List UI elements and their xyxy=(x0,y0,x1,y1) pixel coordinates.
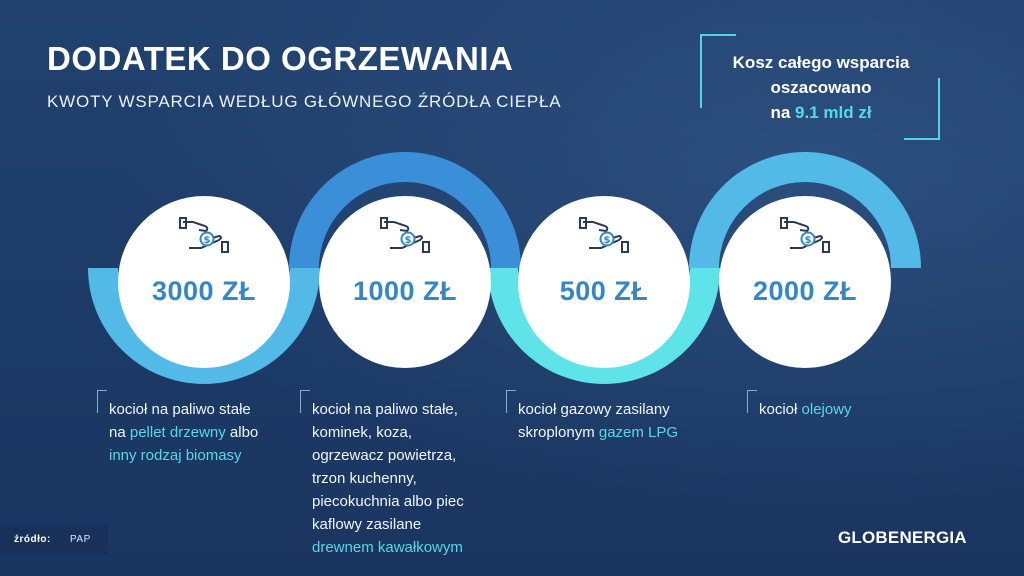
cost-line-3: na 9.1 mld zł xyxy=(706,100,936,125)
desc-text: albo xyxy=(225,424,259,441)
description-3: kocioł gazowy zasilany skroplonym gazem … xyxy=(506,390,678,444)
svg-text:$: $ xyxy=(204,235,211,246)
cost-value: 9.1 mld zł xyxy=(795,103,872,122)
desc-highlight: pellet drzewny xyxy=(129,424,226,441)
amount-value: 1000 ZŁ xyxy=(352,276,458,306)
desc-highlight: gazem LPG xyxy=(598,424,679,441)
svg-text:$: $ xyxy=(604,235,611,246)
desc-line: kocioł na paliwo stałe, xyxy=(312,401,458,418)
desc-line: inny rodzaj biomasy xyxy=(109,447,242,464)
desc-line: piecokuchnia albo piec xyxy=(312,493,464,510)
desc-line: kocioł gazowy zasilany xyxy=(518,401,670,418)
amount-circle-3: $ 500 ZŁ xyxy=(518,196,690,368)
hand-coin-icon: $ xyxy=(179,217,229,253)
amount-circle-2: $ 1000 ZŁ xyxy=(319,196,491,368)
desc-line: drewnem kawałkowym xyxy=(312,539,463,556)
amount-value: 500 ZŁ xyxy=(559,276,649,306)
description-2: kocioł na paliwo stałe, kominek, koza, o… xyxy=(300,390,464,559)
desc-highlight: olejowy xyxy=(801,401,852,418)
wave-segment-3 xyxy=(488,268,720,384)
total-cost-text: Kosz całego wsparcia oszacowano na 9.1 m… xyxy=(706,50,936,125)
source-label: źródło: xyxy=(14,534,51,545)
amount-value: 2000 ZŁ xyxy=(752,276,858,306)
desc-text: skroplonym xyxy=(518,424,599,441)
amount-circle-4: $ 2000 ZŁ xyxy=(719,196,891,368)
total-cost-box: Kosz całego wsparcia oszacowano na 9.1 m… xyxy=(700,34,940,140)
wave-segment-1 xyxy=(85,268,320,384)
desc-line: ogrzewacz powietrza, xyxy=(312,447,457,464)
page-title: DODATEK DO OGRZEWANIA xyxy=(47,40,514,77)
svg-text:$: $ xyxy=(405,235,412,246)
cost-line-3-prefix: na xyxy=(770,103,796,122)
description-bracket xyxy=(97,390,107,413)
desc-line: kominek, koza, xyxy=(312,424,413,441)
desc-text: na xyxy=(109,424,130,441)
frame-corner-top-left xyxy=(700,34,736,108)
wave-segment-2 xyxy=(289,152,521,268)
desc-text: kocioł xyxy=(759,401,802,418)
frame-corner-bottom-right xyxy=(904,78,940,140)
page-subtitle: KWOTY WSPARCIA WEDŁUG GŁÓWNEGO ŹRÓDŁA CI… xyxy=(47,92,562,111)
hand-coin-icon: $ xyxy=(780,217,830,253)
desc-line: na pellet drzewny albo xyxy=(109,421,258,444)
source-badge: źródło: PAP xyxy=(0,525,108,555)
hand-coin-icon: $ xyxy=(380,217,430,253)
cost-line-1: Kosz całego wsparcia xyxy=(732,53,910,72)
desc-line: kaflowy zasilane xyxy=(312,516,422,533)
description-1: kocioł na paliwo stałe na pellet drzewny… xyxy=(97,390,258,467)
wave-segment-4 xyxy=(689,152,921,268)
cost-line-2: oszacowano xyxy=(770,78,872,97)
desc-line: kocioł na paliwo stałe xyxy=(109,401,251,418)
globenergia-logo: GLOBENERGIA xyxy=(838,528,967,547)
desc-line: trzon kuchenny, xyxy=(312,470,417,487)
source-value: PAP xyxy=(70,534,91,545)
description-4: kocioł olejowy xyxy=(747,390,852,421)
desc-line: skroplonym gazem LPG xyxy=(518,421,678,444)
description-bracket xyxy=(747,390,757,413)
description-bracket xyxy=(506,390,516,413)
hand-coin-icon: $ xyxy=(579,217,629,253)
svg-text:$: $ xyxy=(805,235,812,246)
amount-value: 3000 ZŁ xyxy=(151,276,257,306)
desc-line: kocioł olejowy xyxy=(759,398,852,421)
description-bracket xyxy=(300,390,310,413)
amount-circle-1: $ 3000 ZŁ xyxy=(118,196,290,368)
